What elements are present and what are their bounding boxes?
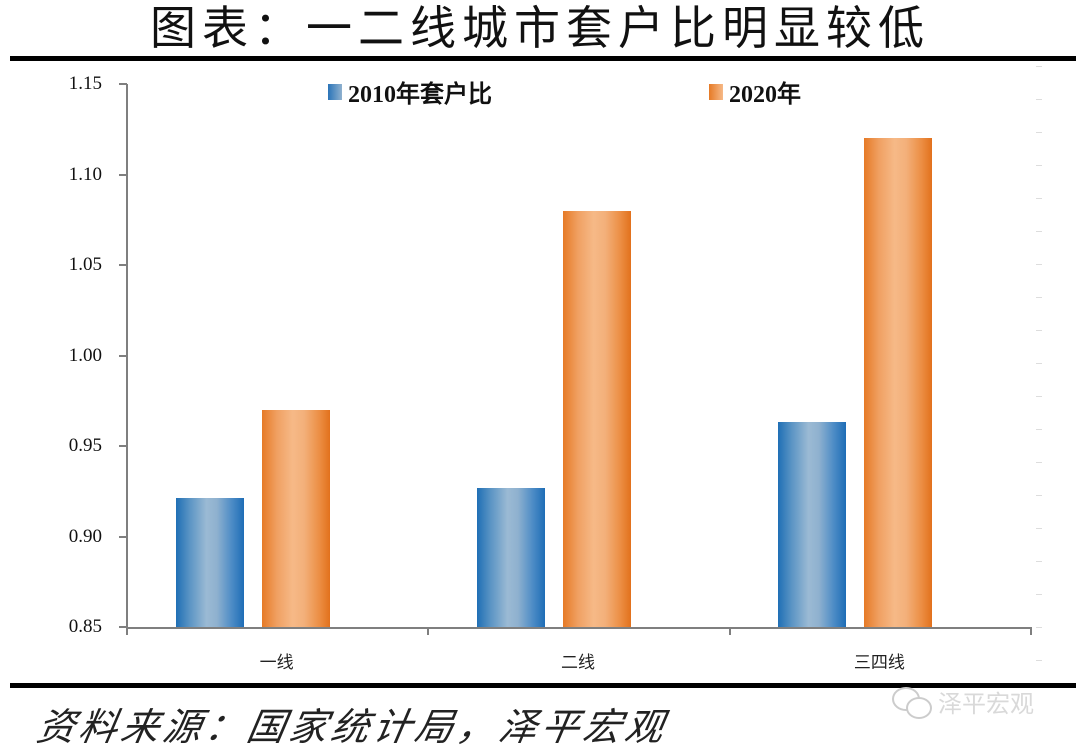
- edge-mark: [1036, 264, 1042, 265]
- edge-mark: [1036, 363, 1042, 364]
- y-tick-mark: [119, 354, 127, 357]
- y-tick-label: 1.00: [68, 344, 102, 366]
- watermark-text: 泽平宏观: [938, 690, 1034, 718]
- edge-mark: [1036, 297, 1042, 298]
- edge-mark: [1036, 231, 1042, 232]
- edge-mark: [1036, 561, 1042, 562]
- legend-swatch-blue-icon: [328, 83, 342, 100]
- x-category-label: 一线: [259, 653, 294, 673]
- edge-mark: [1036, 429, 1042, 430]
- x-tick-mark: [126, 627, 128, 635]
- bar-2010-2: [778, 422, 847, 627]
- edge-mark: [1036, 495, 1042, 496]
- legend-item-2010: 2010年套户比: [328, 74, 492, 109]
- y-tick-label: 0.85: [68, 616, 102, 637]
- x-tick-mark: [1030, 627, 1032, 635]
- y-tick-mark: [119, 173, 127, 176]
- edge-mark: [1036, 660, 1042, 661]
- edge-mark: [1036, 99, 1042, 100]
- edge-mark: [1036, 132, 1042, 133]
- bar-2020-2: [864, 138, 933, 627]
- bar-2020-0: [261, 409, 330, 627]
- y-tick-label: 1.05: [68, 254, 102, 275]
- bottom-divider: [10, 683, 1076, 688]
- y-axis: [126, 84, 128, 629]
- legend-label-2020: 2020年: [729, 82, 801, 108]
- bar-2010-1: [477, 487, 545, 627]
- legend-item-2020: 2020年: [709, 74, 801, 109]
- y-tick-label: 1.15: [68, 73, 102, 94]
- y-tick-mark: [119, 83, 127, 85]
- watermark: 泽平宏观: [892, 684, 1034, 719]
- y-tick-label: 1.10: [68, 163, 102, 185]
- wechat-icon: [892, 685, 932, 719]
- x-tick-mark: [728, 627, 731, 635]
- source-note: 资料来源：国家统计局，泽平宏观: [33, 705, 672, 749]
- edge-mark: [1036, 396, 1042, 397]
- edge-mark: [1036, 165, 1042, 166]
- edge-mark: [1036, 462, 1042, 463]
- x-axis: [126, 627, 1030, 629]
- bar-2010-0: [175, 498, 244, 627]
- edge-mark: [1036, 66, 1042, 67]
- chart-title: 图表：一二线城市套户比明显较低: [150, 1, 930, 55]
- edge-mark: [1036, 198, 1042, 199]
- edge-mark: [1036, 627, 1042, 628]
- y-tick-mark: [119, 264, 127, 266]
- edge-mark: [1036, 330, 1042, 331]
- y-tick-mark: [119, 535, 127, 538]
- legend-label-2010: 2010年套户比: [348, 82, 492, 108]
- x-tick-mark: [427, 627, 430, 635]
- edge-mark: [1036, 528, 1042, 529]
- bar-2020-1: [563, 210, 631, 627]
- y-tick-mark: [119, 626, 127, 628]
- top-divider: [10, 56, 1076, 61]
- legend-swatch-orange-icon: [709, 83, 723, 100]
- y-tick-label: 0.90: [68, 525, 102, 547]
- x-category-label: 二线: [561, 653, 595, 673]
- y-tick-mark: [119, 445, 127, 447]
- y-tick-label: 0.95: [68, 435, 102, 456]
- x-category-label: 三四线: [853, 653, 905, 673]
- edge-mark: [1036, 594, 1042, 595]
